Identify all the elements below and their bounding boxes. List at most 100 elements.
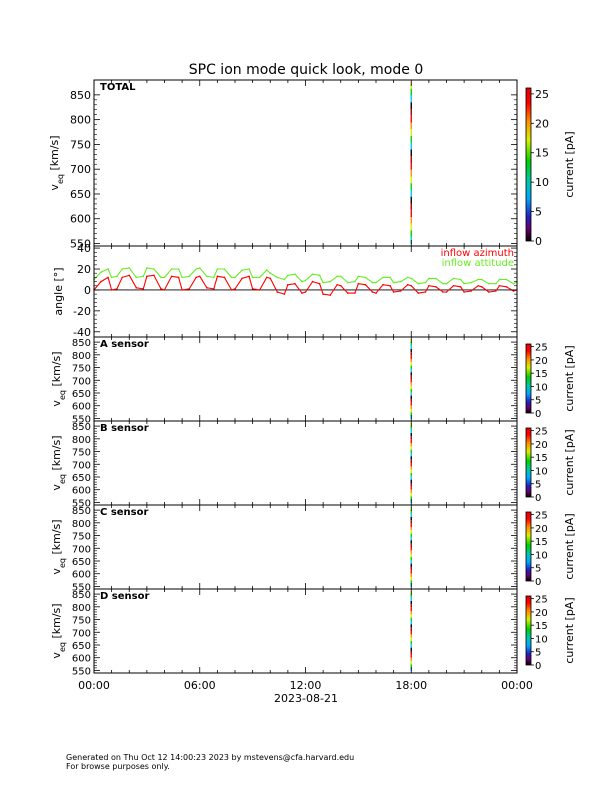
- angle-series-point: [339, 275, 342, 278]
- angle-series-point: [121, 268, 123, 270]
- a_sensor-ytick-label: 650: [72, 389, 91, 400]
- total-colorbar-tick-label: 15: [535, 147, 549, 160]
- angle-series-point: [347, 292, 349, 294]
- angle-series-point: [188, 275, 190, 278]
- d_sensor-panel-label: D sensor: [100, 591, 149, 602]
- angle-series-point: [258, 276, 261, 279]
- angle-series-point: [424, 291, 427, 293]
- d_sensor-colorbar-label: current [pA]: [563, 597, 576, 663]
- angle-series-point: [318, 274, 321, 277]
- footer-browse-line: For browse purposes only.: [66, 762, 170, 771]
- d_sensor-ytick-label: 850: [72, 590, 91, 601]
- angle-series-point: [100, 280, 102, 283]
- angle-series-point: [170, 275, 173, 278]
- x-axis-tick-label: 06:00: [184, 679, 216, 692]
- angle-series-point: [142, 288, 145, 290]
- c_sensor-colorbar-tick-label: 25: [535, 511, 548, 522]
- b_sensor-ytick-label: 700: [72, 460, 91, 471]
- angle-series-point: [223, 268, 226, 270]
- c_sensor-ytick-label: 800: [72, 519, 91, 530]
- angle-series-point: [283, 278, 286, 281]
- a_sensor-colorbar-tick-label: 10: [535, 382, 548, 393]
- angle-series-point: [339, 284, 342, 287]
- angle-series-point: [322, 281, 324, 284]
- b_sensor-ytick-label: 650: [72, 473, 91, 484]
- angle-series-point: [241, 269, 243, 271]
- angle-series-point: [195, 268, 198, 270]
- angle-series-point: [142, 275, 145, 278]
- angle-series-point: [477, 284, 480, 287]
- angle-series-point: [206, 275, 208, 278]
- c_sensor-ytick-label: 700: [72, 544, 91, 555]
- d_sensor-ytick-label: 600: [72, 654, 91, 665]
- angle-series-point: [287, 283, 289, 286]
- angle-series-point: [357, 275, 360, 278]
- total-frame: [93, 79, 518, 247]
- angle-series-point: [265, 276, 268, 279]
- d_sensor-ytick-label: 700: [72, 628, 91, 639]
- a_sensor-panel-label: A sensor: [100, 339, 149, 350]
- angle-series-point: [406, 276, 409, 279]
- angle-series-point: [304, 291, 307, 293]
- angle-series-point: [399, 290, 402, 292]
- angle-series-point: [354, 280, 356, 283]
- a_sensor-colorbar: [525, 343, 532, 414]
- angle-series-point: [265, 269, 268, 271]
- x-axis-tick-label: 00:00: [78, 679, 110, 692]
- b_sensor-colorbar-tick-label: 15: [535, 453, 548, 464]
- angle-series-point: [230, 276, 233, 279]
- d_sensor-ytick-label: 800: [72, 603, 91, 614]
- b_sensor-ytick-label: 750: [72, 448, 91, 459]
- angle-series-point: [463, 282, 465, 285]
- total-ytick-label: 650: [70, 188, 91, 201]
- a_sensor-colorbar-tick-label: 20: [535, 356, 548, 367]
- total-colorbar-tick-label: 20: [535, 117, 549, 130]
- angle-series-point: [417, 292, 420, 294]
- c_sensor-panel-label: C sensor: [100, 507, 148, 518]
- c_sensor-colorbar-tick-label: 10: [535, 550, 548, 561]
- angle-legend-attitude: inflow attitude: [442, 258, 514, 269]
- angle-series-point: [216, 268, 219, 270]
- angle-series-point: [304, 279, 307, 282]
- b_sensor-ylabel: veq [km/s]: [50, 435, 67, 490]
- angle-series-point: [406, 283, 409, 286]
- d_sensor-colorbar-tick-label: 5: [535, 648, 541, 659]
- x-axis-tick-label: 12:00: [290, 679, 322, 692]
- angle-series-point: [399, 280, 402, 283]
- angle-series-point: [488, 282, 490, 285]
- angle-series-point: [287, 274, 289, 277]
- angle-series-point: [329, 294, 331, 296]
- angle-series-point: [153, 274, 155, 277]
- d_sensor-colorbar-tick-label: 0: [535, 661, 541, 672]
- angle-series-point: [354, 292, 356, 294]
- angle-series-point: [498, 278, 501, 281]
- angle-series-point: [198, 275, 201, 278]
- angle-series-point: [382, 283, 384, 286]
- angle-series-point: [428, 284, 430, 287]
- angle-series-point: [442, 291, 444, 293]
- angle-series-point: [294, 273, 296, 276]
- angle-series-point: [382, 276, 384, 279]
- a_sensor-ytick-label: 750: [72, 364, 91, 375]
- angle-series-point: [445, 282, 448, 285]
- angle-series-point: [128, 274, 131, 277]
- x-axis-tick-label: 00:00: [501, 679, 533, 692]
- total-ytick-label: 700: [70, 163, 91, 176]
- total-panel: 550 600 650 700 750 800 850 TOTAL veq [km/s] 0 5 10…: [48, 79, 576, 251]
- angle-series-point: [177, 268, 180, 270]
- angle-series-point: [234, 276, 236, 279]
- angle-legend-azimuth: inflow azimuth: [441, 248, 514, 259]
- angle-series-point: [488, 291, 490, 293]
- angle-series-point: [213, 276, 215, 279]
- b_sensor-ytick-label: 550: [72, 498, 91, 509]
- angle-series-point: [364, 276, 367, 279]
- angle-series-point: [357, 282, 360, 285]
- angle-series-point: [251, 276, 254, 279]
- angle-series-point: [435, 277, 437, 280]
